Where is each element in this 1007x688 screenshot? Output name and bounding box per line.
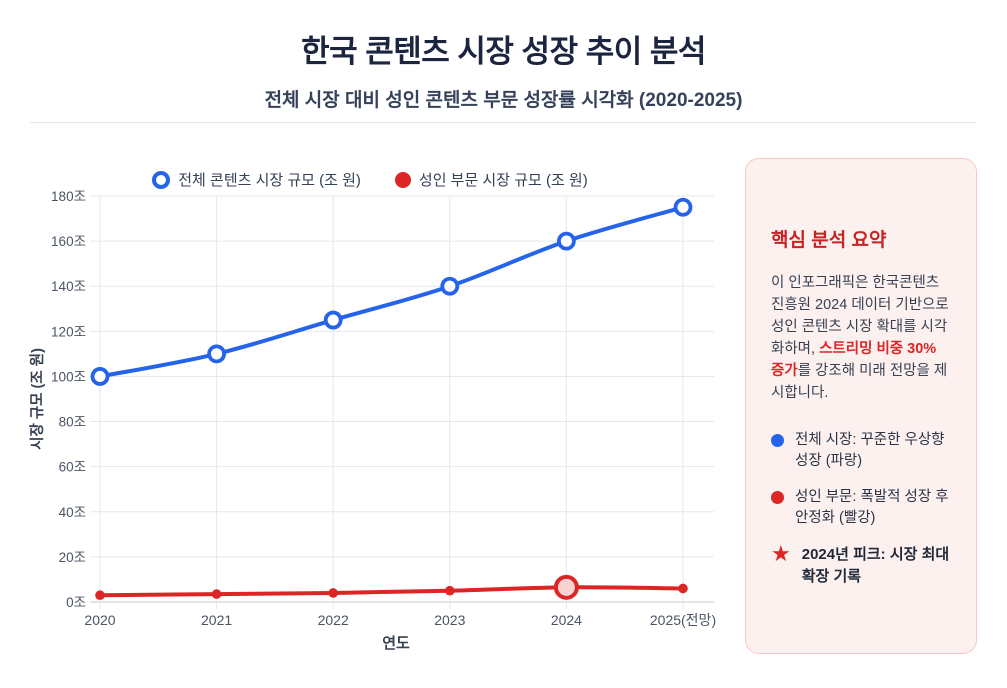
- blue-dot-icon: [771, 434, 784, 448]
- summary-body-before: 이 인포그래픽은 한국콘텐츠진흥원 2024 데이터 기반으로 성인 콘텐츠 시…: [771, 274, 949, 358]
- legend-item-total-market[interactable]: 전체 콘텐츠 시장 규모 (조 원): [152, 169, 361, 190]
- summary-body: 이 인포그래픽은 한국콘텐츠진흥원 2024 데이터 기반으로 성인 콘텐츠 시…: [771, 272, 951, 404]
- open-circle-marker-icon: [152, 170, 171, 189]
- star-icon: ★: [771, 541, 791, 567]
- summary-panel: 핵심 분석 요약 이 인포그래픽은 한국콘텐츠진흥원 2024 데이터 기반으로…: [745, 158, 977, 654]
- svg-text:100조: 100조: [51, 369, 86, 384]
- summary-body-highlight: 스트리밍 비중 30% 증가: [771, 341, 937, 380]
- legend-label-total-market: 전체 콘텐츠 시장 규모 (조 원): [178, 172, 361, 189]
- chart-legend: 전체 콘텐츠 시장 규모 (조 원) 성인 부문 시장 규모 (조 원): [0, 169, 740, 190]
- svg-text:160조: 160조: [51, 234, 86, 249]
- page-subtitle: 전체 시장 대비 성인 콘텐츠 부문 성장률 시각화 (2020-2025): [264, 90, 743, 111]
- svg-text:연도: 연도: [382, 635, 410, 652]
- svg-text:60조: 60조: [59, 460, 86, 475]
- svg-text:2022: 2022: [318, 612, 349, 628]
- bullet-2024-peak: ★ 2024년 피크: 시장 최대 확장 기록: [771, 541, 951, 587]
- svg-text:2025(전망): 2025(전망): [650, 612, 716, 628]
- svg-text:80조: 80조: [59, 415, 86, 430]
- summary-body-after: 를 강조해 미래 전망을 제시합니다.: [771, 363, 948, 402]
- red-dot-icon: [771, 491, 784, 505]
- bullet-adult-segment-text: 성인 부문: 폭발적 성장 후 안정화 (빨강): [795, 489, 949, 526]
- bullet-adult-segment: 성인 부문: 폭발적 성장 후 안정화 (빨강): [771, 487, 951, 528]
- svg-text:120조: 120조: [51, 324, 86, 339]
- bullet-total-market-text: 전체 시장: 꾸준한 우상향 성장 (파랑): [795, 432, 945, 469]
- svg-text:2024: 2024: [551, 612, 582, 628]
- summary-title: 핵심 분석 요약: [771, 229, 887, 251]
- market-growth-line-chart: 0조 20조 40조 60조 80조 100조 120조 140조 160조 180조 2020 20…: [28, 189, 716, 652]
- svg-text:20조: 20조: [59, 550, 86, 565]
- summary-bullet-list: 전체 시장: 꾸준한 우상향 성장 (파랑) 성인 부문: 폭발적 성장 후 안…: [771, 430, 951, 587]
- bullet-2024-peak-text: 2024년 피크: 시장 최대 확장 기록: [801, 546, 950, 585]
- filled-circle-marker-icon: [394, 171, 411, 188]
- header-divider: [30, 122, 977, 123]
- svg-text:180조: 180조: [51, 189, 86, 204]
- bullet-total-market: 전체 시장: 꾸준한 우상향 성장 (파랑): [771, 430, 951, 471]
- svg-text:2020: 2020: [84, 612, 115, 628]
- svg-text:시장 규모 (조 원): 시장 규모 (조 원): [28, 348, 46, 450]
- svg-text:2021: 2021: [201, 612, 232, 628]
- page-title: 한국 콘텐츠 시장 성장 추이 분석: [301, 34, 706, 69]
- svg-text:140조: 140조: [51, 279, 86, 294]
- legend-label-adult-segment: 성인 부문 시장 규모 (조 원): [418, 172, 588, 189]
- svg-text:2023: 2023: [434, 612, 465, 628]
- svg-text:0조: 0조: [66, 595, 86, 610]
- legend-item-adult-segment[interactable]: 성인 부문 시장 규모 (조 원): [394, 169, 588, 190]
- svg-text:40조: 40조: [59, 505, 86, 520]
